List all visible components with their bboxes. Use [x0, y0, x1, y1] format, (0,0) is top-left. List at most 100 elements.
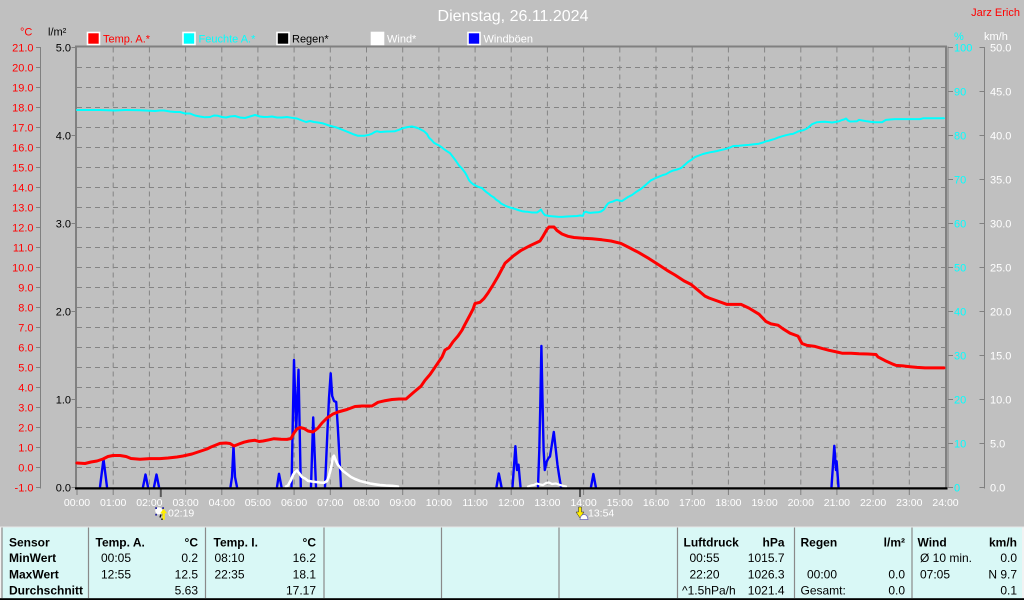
- svg-text:20: 20: [954, 395, 966, 407]
- svg-text:02:00: 02:00: [136, 497, 162, 509]
- svg-text:2.0: 2.0: [18, 423, 33, 435]
- svg-text:10.0: 10.0: [990, 395, 1011, 407]
- svg-text:24:00: 24:00: [932, 497, 958, 509]
- svg-text:10:00: 10:00: [426, 497, 452, 509]
- svg-text:15.0: 15.0: [990, 351, 1011, 363]
- svg-text:l/m²: l/m²: [48, 27, 67, 39]
- svg-text:5.0: 5.0: [18, 363, 33, 375]
- svg-text:0.0: 0.0: [888, 584, 905, 598]
- svg-text:20:00: 20:00: [788, 497, 814, 509]
- svg-text:40: 40: [954, 307, 966, 319]
- svg-text:12:55: 12:55: [101, 568, 131, 582]
- svg-text:10: 10: [954, 439, 966, 451]
- svg-text:1015.7: 1015.7: [748, 551, 785, 565]
- svg-text:Feuchte A.*: Feuchte A.*: [199, 34, 257, 46]
- svg-text:3.0: 3.0: [18, 403, 33, 415]
- svg-text:08:10: 08:10: [215, 551, 245, 565]
- svg-text:Regen: Regen: [801, 536, 838, 550]
- svg-text:16:00: 16:00: [643, 497, 669, 509]
- svg-text:0.0: 0.0: [888, 568, 905, 582]
- svg-text:9.0: 9.0: [18, 283, 33, 295]
- svg-text:18.0: 18.0: [12, 103, 33, 115]
- svg-text:00:55: 00:55: [690, 551, 720, 565]
- svg-text:1026.3: 1026.3: [748, 568, 785, 582]
- svg-text:07:00: 07:00: [317, 497, 343, 509]
- svg-text:01:00: 01:00: [100, 497, 126, 509]
- svg-text:20.0: 20.0: [12, 63, 33, 75]
- svg-text:14.0: 14.0: [12, 183, 33, 195]
- svg-text:km/h: km/h: [989, 536, 1017, 550]
- svg-text:0.2: 0.2: [181, 551, 198, 565]
- svg-text:17:00: 17:00: [679, 497, 705, 509]
- svg-text:4.0: 4.0: [56, 131, 71, 143]
- svg-text:10.0: 10.0: [12, 263, 33, 275]
- svg-text:2.0: 2.0: [56, 307, 71, 319]
- svg-text:50.0: 50.0: [990, 43, 1011, 55]
- svg-text:1.0: 1.0: [56, 395, 71, 407]
- svg-text:l/m²: l/m²: [884, 536, 905, 550]
- svg-text:23:00: 23:00: [896, 497, 922, 509]
- svg-text:19:00: 19:00: [751, 497, 777, 509]
- svg-text:50: 50: [954, 263, 966, 275]
- svg-text:00:00: 00:00: [64, 497, 90, 509]
- svg-text:Luftdruck: Luftdruck: [684, 536, 740, 550]
- svg-text:Durchschnitt: Durchschnitt: [9, 584, 83, 598]
- svg-text:40.0: 40.0: [990, 131, 1011, 143]
- svg-text:22:35: 22:35: [215, 568, 245, 582]
- svg-text:°C: °C: [185, 536, 199, 550]
- svg-text:^1.5hPa/h: ^1.5hPa/h: [682, 584, 736, 598]
- svg-text:07:05: 07:05: [920, 568, 950, 582]
- svg-text:0.0: 0.0: [990, 483, 1005, 495]
- svg-text:06:00: 06:00: [281, 497, 307, 509]
- svg-text:80: 80: [954, 131, 966, 143]
- svg-text:08:00: 08:00: [353, 497, 379, 509]
- svg-text:21.0: 21.0: [12, 43, 33, 55]
- svg-text:12.0: 12.0: [12, 223, 33, 235]
- svg-text:0: 0: [954, 483, 960, 495]
- svg-text:35.0: 35.0: [990, 175, 1011, 187]
- svg-text:20.0: 20.0: [990, 307, 1011, 319]
- svg-text:8.0: 8.0: [18, 303, 33, 315]
- svg-text:4.0: 4.0: [18, 383, 33, 395]
- svg-text:17.17: 17.17: [286, 584, 316, 598]
- svg-text:Sensor: Sensor: [9, 536, 50, 550]
- svg-text:25.0: 25.0: [990, 263, 1011, 275]
- svg-text:hPa: hPa: [762, 536, 784, 550]
- svg-text:3.0: 3.0: [56, 219, 71, 231]
- svg-text:%: %: [954, 31, 964, 43]
- svg-text:0.0: 0.0: [1000, 551, 1017, 565]
- svg-text:°C: °C: [303, 536, 317, 550]
- svg-text:11.0: 11.0: [13, 243, 34, 255]
- svg-text:22:20: 22:20: [690, 568, 720, 582]
- svg-text:17.0: 17.0: [12, 123, 33, 135]
- svg-text:16.2: 16.2: [293, 551, 317, 565]
- svg-text:13:54: 13:54: [588, 508, 614, 520]
- svg-text:Regen*: Regen*: [292, 34, 329, 46]
- svg-text:11:00: 11:00: [462, 497, 488, 509]
- svg-text:30.0: 30.0: [990, 219, 1011, 231]
- svg-text:15:00: 15:00: [607, 497, 633, 509]
- svg-text:18:00: 18:00: [715, 497, 741, 509]
- svg-text:km/h: km/h: [984, 31, 1008, 43]
- svg-text:09:00: 09:00: [390, 497, 416, 509]
- svg-text:Windböen: Windböen: [484, 34, 534, 46]
- svg-text:-1.0: -1.0: [15, 483, 34, 495]
- svg-text:16.0: 16.0: [12, 143, 33, 155]
- svg-text:Wind*: Wind*: [387, 34, 417, 46]
- svg-text:1.0: 1.0: [18, 443, 33, 455]
- svg-text:7.0: 7.0: [18, 323, 33, 335]
- svg-text:100: 100: [954, 43, 972, 55]
- svg-text:90: 90: [954, 87, 966, 99]
- svg-text:5.63: 5.63: [175, 584, 199, 598]
- svg-text:Wind: Wind: [918, 536, 947, 550]
- svg-text:Dienstag, 26.11.2024: Dienstag, 26.11.2024: [438, 8, 589, 25]
- svg-text:5.0: 5.0: [56, 43, 71, 55]
- svg-text:22:00: 22:00: [860, 497, 886, 509]
- svg-text:Gesamt:: Gesamt:: [801, 584, 846, 598]
- svg-text:14:00: 14:00: [570, 497, 596, 509]
- svg-text:N 9.7: N 9.7: [988, 568, 1017, 582]
- svg-text:Temp. A.*: Temp. A.*: [103, 34, 151, 46]
- svg-text:6.0: 6.0: [18, 343, 33, 355]
- svg-text:45.0: 45.0: [990, 87, 1011, 99]
- svg-text:21:00: 21:00: [824, 497, 850, 509]
